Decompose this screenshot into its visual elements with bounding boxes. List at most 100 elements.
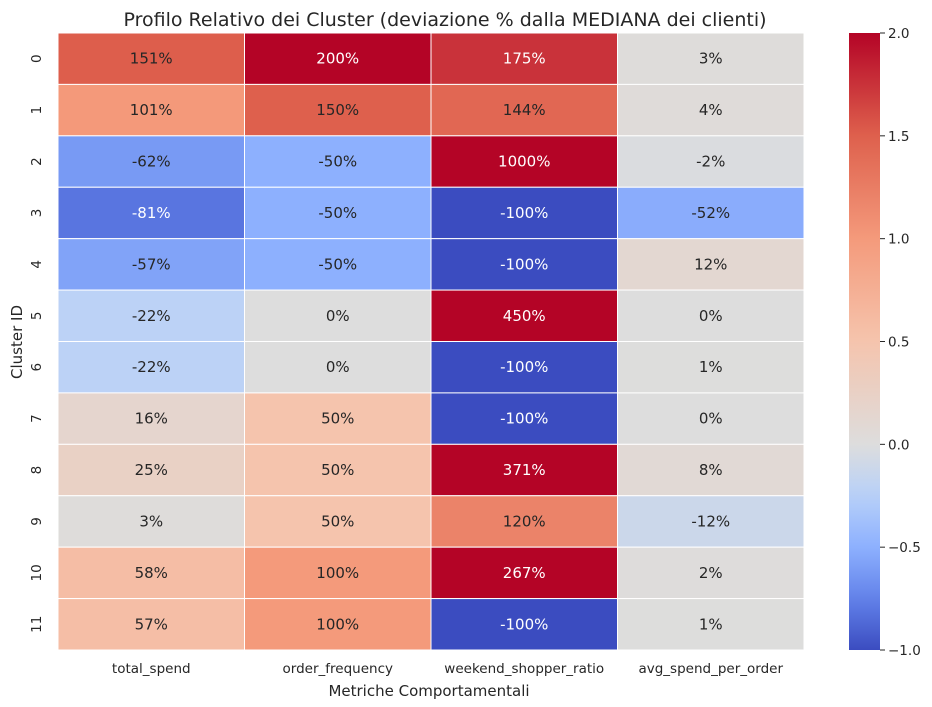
cell-annotation-r8-c0: 25% bbox=[135, 461, 168, 479]
cell-annotation-r5-c3: 0% bbox=[699, 307, 723, 325]
cell-annotation-r3-c0: -81% bbox=[132, 204, 171, 222]
cell-annotation-r2-c0: -62% bbox=[132, 153, 171, 171]
heatmap-cell-r10-c1 bbox=[244, 546, 432, 600]
cell-annotation-r5-c0: -22% bbox=[132, 307, 171, 325]
cell-annotation-r0-c1: 200% bbox=[316, 50, 359, 68]
colorbar-tick-label: 0.0 bbox=[888, 437, 909, 453]
heatmap-cell-r0-c3 bbox=[617, 32, 805, 85]
x-axis-title: Metriche Comportamentali bbox=[328, 682, 529, 700]
heatmap-cell-r3-c1 bbox=[244, 186, 432, 240]
cell-annotation-r11-c0: 57% bbox=[135, 615, 168, 633]
heatmap-cell-r2-c3 bbox=[617, 135, 805, 188]
heatmap-cell-r2-c1 bbox=[244, 135, 432, 188]
heatmap-cell-r11-c2 bbox=[430, 598, 618, 651]
y-tick-label: 4 bbox=[29, 260, 45, 269]
heatmap-cell-r10-c2 bbox=[430, 546, 618, 600]
heatmap-cell-r5-c0 bbox=[57, 289, 245, 343]
cell-annotation-r4-c1: -50% bbox=[318, 255, 357, 273]
heatmap-cell-r8-c3 bbox=[617, 443, 805, 497]
x-tick-label: avg_spend_per_order bbox=[638, 661, 783, 677]
colorbar-gradient bbox=[849, 33, 880, 650]
heatmap-cell-r6-c0 bbox=[57, 341, 245, 394]
cell-annotation-r0-c0: 151% bbox=[130, 50, 173, 68]
heatmap-cell-r1-c1 bbox=[244, 83, 432, 137]
y-tick-label: 10 bbox=[29, 564, 45, 581]
cell-annotation-r10-c2: 267% bbox=[503, 564, 546, 582]
cell-annotation-r1-c0: 101% bbox=[130, 101, 173, 119]
heatmap-cell-r10-c3 bbox=[617, 546, 805, 600]
heatmap-cell-r11-c3 bbox=[617, 598, 805, 651]
cell-annotation-r6-c0: -22% bbox=[132, 358, 171, 376]
heatmap-cell-r9-c1 bbox=[244, 495, 432, 548]
heatmap-cells: 151% 200% 175% 3% 101% 150% 144% 4% -62% -50% 1000… bbox=[57, 32, 805, 651]
cell-annotation-r0-c2: 175% bbox=[503, 50, 546, 68]
y-tick-label: 3 bbox=[29, 209, 45, 218]
cell-annotation-r11-c3: 1% bbox=[699, 615, 723, 633]
cell-annotation-r1-c1: 150% bbox=[316, 101, 359, 119]
cell-annotation-r10-c3: 2% bbox=[699, 564, 723, 582]
cell-annotation-r1-c3: 4% bbox=[699, 101, 723, 119]
heatmap-cell-r11-c0 bbox=[57, 598, 245, 651]
heatmap-cell-r9-c0 bbox=[57, 495, 245, 548]
y-tick-label: 11 bbox=[29, 616, 45, 633]
y-tick-label: 9 bbox=[29, 517, 45, 526]
colorbar-tick-label: 1.0 bbox=[888, 232, 909, 248]
cell-annotation-r9-c1: 50% bbox=[321, 512, 354, 530]
cell-annotation-r11-c2: -100% bbox=[500, 615, 548, 633]
y-tick-labels: 0 1 2 3 4 5 6 7 8 9 10 11 bbox=[29, 54, 45, 632]
heatmap-cell-r4-c0 bbox=[57, 238, 245, 291]
cell-annotation-r3-c2: -100% bbox=[500, 204, 548, 222]
cell-annotation-r10-c0: 58% bbox=[135, 564, 168, 582]
colorbar bbox=[849, 33, 880, 650]
heatmap-cell-r5-c2 bbox=[430, 289, 618, 343]
heatmap-cell-r11-c1 bbox=[244, 598, 432, 651]
cell-annotation-r4-c2: -100% bbox=[500, 255, 548, 273]
heatmap-cell-r7-c2 bbox=[430, 392, 618, 445]
cell-annotation-r6-c2: -100% bbox=[500, 358, 548, 376]
cell-annotation-r6-c1: 0% bbox=[326, 358, 350, 376]
heatmap-cell-r1-c0 bbox=[57, 83, 245, 137]
cell-annotation-r2-c2: 1000% bbox=[498, 153, 550, 171]
cell-annotation-r9-c2: 120% bbox=[503, 512, 546, 530]
y-axis-title: Cluster ID bbox=[8, 305, 26, 379]
heatmap-cell-r3-c0 bbox=[57, 186, 245, 240]
y-tick-label: 8 bbox=[29, 466, 45, 475]
colorbar-tick-label: −1.0 bbox=[888, 643, 921, 659]
heatmap-cell-r5-c3 bbox=[617, 289, 805, 343]
cell-annotation-r3-c3: -52% bbox=[691, 204, 730, 222]
heatmap-cell-r4-c3 bbox=[617, 238, 805, 291]
heatmap-cell-r3-c3 bbox=[617, 186, 805, 240]
heatmap-cell-r6-c3 bbox=[617, 341, 805, 394]
x-tick-label: total_spend bbox=[112, 661, 191, 677]
heatmap-cell-r9-c2 bbox=[430, 495, 618, 548]
y-tick-label: 1 bbox=[29, 106, 45, 115]
colorbar-tick-label: −0.5 bbox=[888, 540, 921, 556]
y-tick-label: 6 bbox=[29, 363, 45, 372]
y-tick-label: 7 bbox=[29, 414, 45, 423]
cell-annotation-r1-c2: 144% bbox=[503, 101, 546, 119]
heatmap-cell-r8-c2 bbox=[430, 443, 618, 497]
heatmap-cell-r9-c3 bbox=[617, 495, 805, 548]
cell-annotation-r3-c1: -50% bbox=[318, 204, 357, 222]
cell-annotation-r7-c1: 50% bbox=[321, 410, 354, 428]
cell-annotation-r5-c2: 450% bbox=[503, 307, 546, 325]
cell-annotation-r2-c1: -50% bbox=[318, 153, 357, 171]
heatmap-cell-r7-c0 bbox=[57, 392, 245, 445]
y-tick-label: 5 bbox=[29, 311, 45, 320]
x-tick-label: weekend_shopper_ratio bbox=[444, 661, 604, 677]
cell-annotation-r9-c3: -12% bbox=[691, 512, 730, 530]
colorbar-tick-labels: 2.0 1.5 1.0 0.5 0.0 −0.5 −1.0 bbox=[880, 26, 921, 659]
cell-annotation-r9-c0: 3% bbox=[139, 512, 163, 530]
colorbar-tick-label: 2.0 bbox=[888, 26, 909, 42]
heatmap-cell-r0-c2 bbox=[430, 32, 618, 85]
cell-annotation-r8-c1: 50% bbox=[321, 461, 354, 479]
heatmap-cell-r4-c2 bbox=[430, 238, 618, 291]
cell-annotation-r10-c1: 100% bbox=[316, 564, 359, 582]
cell-annotation-r4-c3: 12% bbox=[694, 255, 727, 273]
heatmap-cell-r4-c1 bbox=[244, 238, 432, 291]
cell-annotation-r8-c3: 8% bbox=[699, 461, 723, 479]
cell-annotation-r2-c3: -2% bbox=[696, 153, 725, 171]
cell-annotation-r5-c1: 0% bbox=[326, 307, 350, 325]
colorbar-tick-label: 0.5 bbox=[888, 335, 909, 351]
